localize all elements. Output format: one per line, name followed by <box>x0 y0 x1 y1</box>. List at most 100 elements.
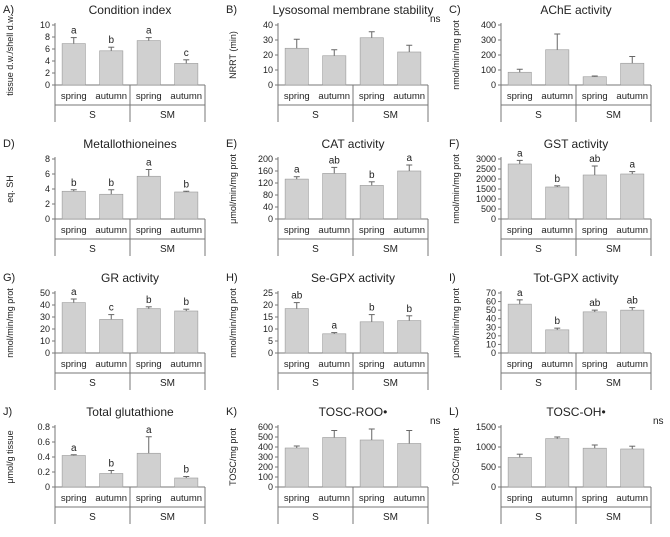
bar <box>359 37 384 86</box>
y-tick-label: 300 <box>481 35 496 45</box>
y-tick-label: 0 <box>45 214 50 224</box>
y-tick-label: 8 <box>45 154 50 164</box>
group-label: S <box>312 110 319 121</box>
x-tick-label: autumn <box>616 359 648 370</box>
y-tick-label: 100 <box>258 472 273 482</box>
y-tick-label: 120 <box>258 178 273 188</box>
x-tick-label: spring <box>507 493 533 504</box>
x-tick-label: spring <box>359 225 385 236</box>
y-tick-label: 300 <box>258 452 273 462</box>
x-tick-label: spring <box>61 359 87 370</box>
y-tick-label: 30 <box>486 322 496 332</box>
significance-letter: c <box>109 303 114 314</box>
significance-letter: ab <box>329 155 341 166</box>
significance-letter: b <box>554 174 560 185</box>
y-tick-label: 30 <box>263 35 273 45</box>
chart-panel: H) Se-GPX activity nmol/min/mg prot 0 5 10 15 2… <box>226 271 429 390</box>
x-tick-label: autumn <box>170 493 202 504</box>
y-tick-label: 0.4 <box>37 452 50 462</box>
bar <box>620 448 645 488</box>
y-tick-label: 2500 <box>476 164 496 174</box>
x-tick-label: autumn <box>95 493 127 504</box>
y-tick-label: 0 <box>268 482 273 492</box>
bar <box>582 76 607 86</box>
y-tick-label: 80 <box>263 190 273 200</box>
chart-title: TOSC-ROO• <box>319 405 388 419</box>
y-tick-label: 400 <box>481 20 496 30</box>
group-label: S <box>89 512 96 523</box>
bar <box>136 175 161 220</box>
significance-letter: ab <box>291 291 303 302</box>
x-tick-label: autumn <box>95 359 127 370</box>
y-tick-label: 3000 <box>476 154 496 164</box>
x-tick-label: autumn <box>393 225 425 236</box>
y-axis-label: tissue d.w./shell d.w. <box>5 14 15 96</box>
y-tick-label: 50 <box>40 288 50 298</box>
group-label: S <box>89 110 96 121</box>
y-tick-label: 0 <box>491 80 496 90</box>
significance-letter: a <box>146 26 152 37</box>
y-tick-label: 40 <box>263 202 273 212</box>
significance-letter: b <box>554 316 560 327</box>
panel-label: F) <box>449 138 459 150</box>
x-tick-label: autumn <box>393 493 425 504</box>
significance-letter: ab <box>589 298 601 309</box>
y-tick-label: 200 <box>258 154 273 164</box>
chart-panel: E) CAT activity μmol/min/mg prot 0 40 80 120 16… <box>226 137 429 256</box>
panel-label: H) <box>226 272 238 284</box>
y-axis-label: μmol/g tissue <box>5 430 15 483</box>
group-label: SM <box>606 512 621 523</box>
significance-letter: a <box>71 443 77 454</box>
significance-letter: a <box>146 425 152 436</box>
x-tick-label: autumn <box>95 225 127 236</box>
significance-letter: b <box>183 179 189 190</box>
group-label: S <box>89 244 96 255</box>
y-tick-label: 1000 <box>476 194 496 204</box>
chart-panel: J) Total glutathione μmol/g tissue 0 0.2 0.4 0… <box>3 405 206 524</box>
panel-label: G) <box>3 272 15 284</box>
y-tick-label: 0 <box>268 348 273 358</box>
bar <box>397 170 422 220</box>
chart-panel: A) Condition index tissue d.w./shell d.w. 0… <box>3 3 206 122</box>
bar <box>620 309 645 354</box>
y-tick-label: 30 <box>40 312 50 322</box>
bar <box>620 173 645 220</box>
chart-title: AChE activity <box>540 3 611 17</box>
y-tick-label: 0.8 <box>37 422 50 432</box>
x-tick-label: autumn <box>318 493 350 504</box>
bar <box>322 437 347 488</box>
bar <box>582 311 607 354</box>
group-label: SM <box>383 512 398 523</box>
x-tick-label: spring <box>136 225 162 236</box>
bar <box>61 190 86 220</box>
y-tick-label: 2 <box>45 199 50 209</box>
x-tick-label: autumn <box>318 91 350 102</box>
y-axis-label: TOSC/mg prot <box>451 428 461 486</box>
group-label: SM <box>383 110 398 121</box>
y-tick-label: 25 <box>263 288 273 298</box>
significance-letter: a <box>294 165 300 176</box>
chart-title: Tot-GPX activity <box>533 271 618 285</box>
chart-title: CAT activity <box>322 137 385 151</box>
bar <box>284 308 309 354</box>
y-tick-label: 0 <box>45 80 50 90</box>
y-tick-label: 10 <box>486 339 496 349</box>
panel-label: J) <box>3 406 12 418</box>
y-tick-label: 70 <box>486 288 496 298</box>
group-label: SM <box>383 244 398 255</box>
y-axis-label: nmol/min/mg prot <box>5 288 15 358</box>
significance-letter: b <box>183 465 189 476</box>
group-label: SM <box>160 512 175 523</box>
group-label: S <box>535 512 542 523</box>
bar <box>136 452 161 488</box>
y-tick-label: 500 <box>481 462 496 472</box>
significance-letter: b <box>406 304 412 315</box>
bar <box>174 191 199 220</box>
y-tick-label: 600 <box>258 422 273 432</box>
y-tick-label: 1000 <box>476 442 496 452</box>
y-tick-label: 6 <box>45 44 50 54</box>
significance-letter: a <box>406 153 412 164</box>
group-label: SM <box>160 244 175 255</box>
bar <box>174 477 199 488</box>
